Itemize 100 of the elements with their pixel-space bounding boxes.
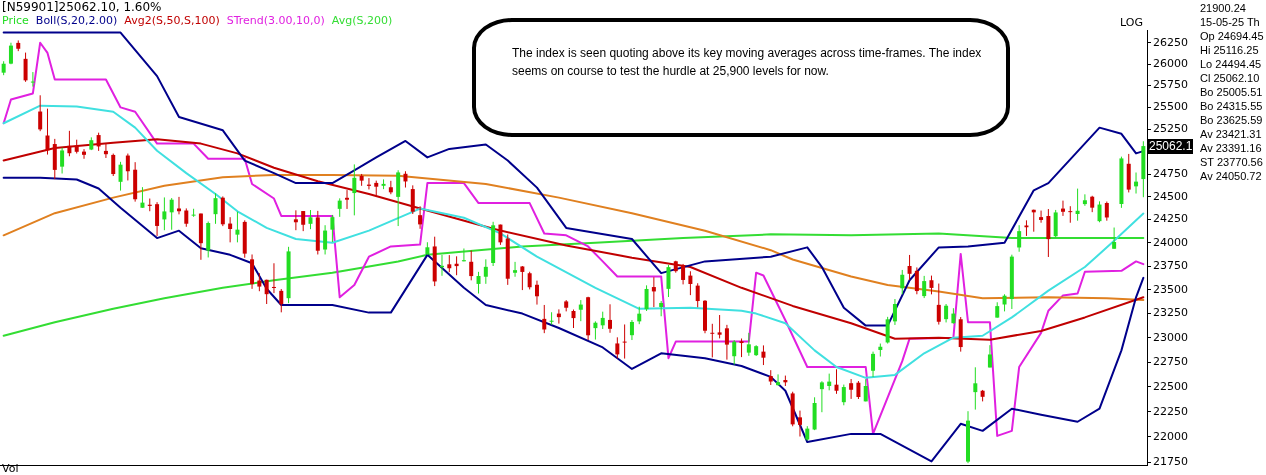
candlestick — [213, 192, 218, 225]
candlestick — [155, 201, 160, 237]
y-tick-label: 25250 — [1153, 122, 1188, 136]
candlestick — [483, 258, 488, 285]
text: Lo 24494.45 — [1200, 58, 1262, 71]
candlestick — [892, 298, 897, 326]
candlestick — [819, 380, 824, 413]
candlestick — [169, 197, 174, 231]
chart-title: [N59901]25062.10, 1.60% — [2, 0, 162, 14]
candlestick — [797, 410, 802, 438]
candlestick — [615, 336, 620, 359]
y-tick-label: 24000 — [1153, 235, 1188, 249]
text: Avg2(S,50,S,100) — [124, 14, 220, 27]
candlestick — [578, 299, 583, 322]
candlestick — [264, 279, 269, 305]
y-tick-label: 26000 — [1153, 56, 1188, 70]
candlestick — [834, 368, 839, 395]
candlestick — [469, 250, 474, 281]
candlestick — [549, 311, 554, 326]
candlestick — [1053, 209, 1058, 239]
candlestick — [571, 309, 576, 329]
candlestick — [60, 147, 65, 174]
candlestick — [593, 320, 598, 341]
candlestick — [308, 209, 313, 230]
text: 15-05-25 Th — [1200, 16, 1260, 29]
candlestick — [1060, 200, 1065, 217]
series-label: Price — [2, 14, 29, 27]
text: Bo 23625.59 — [1200, 114, 1263, 127]
y-tick-label: 21750 — [1153, 455, 1188, 469]
candlestick — [776, 373, 781, 386]
candlestick — [1082, 193, 1087, 207]
candlestick — [681, 263, 686, 285]
candlestick — [717, 314, 722, 339]
candlestick — [914, 266, 919, 295]
text: Bo 24315.55 — [1200, 100, 1263, 113]
text: Av 23421.31 — [1200, 128, 1262, 141]
y-tick-label: 26250 — [1153, 35, 1188, 49]
candlestick — [176, 196, 181, 215]
y-tick-label: 22500 — [1153, 379, 1188, 393]
candlestick — [1039, 210, 1044, 224]
text: Av 23391.16 — [1200, 142, 1262, 155]
candlestick — [849, 378, 854, 400]
candlestick — [622, 323, 627, 360]
candlestick — [644, 284, 649, 312]
candlestick — [944, 303, 949, 323]
candlestick — [900, 269, 905, 295]
candlestick — [293, 209, 298, 231]
y-tick-label: 24250 — [1153, 212, 1188, 226]
candlestick — [1068, 205, 1073, 224]
candlestick — [629, 319, 634, 341]
candlestick — [140, 186, 145, 209]
candlestick — [184, 207, 189, 228]
candlestick — [330, 214, 335, 243]
y-tick-label: 25750 — [1153, 78, 1188, 92]
candlestick — [732, 339, 737, 366]
y-tick-label: 22750 — [1153, 354, 1188, 368]
candlestick — [666, 264, 671, 298]
candlestick — [38, 94, 43, 132]
candlestick — [352, 163, 357, 216]
candlestick — [345, 189, 350, 210]
candlestick — [739, 337, 744, 358]
candlestick — [973, 366, 978, 411]
text: 25062.1 — [1148, 139, 1194, 154]
candlestick — [1046, 208, 1051, 258]
candlestick — [125, 153, 130, 181]
candlestick — [271, 262, 276, 294]
candlestick — [1017, 224, 1022, 253]
y-tick-label: 24500 — [1153, 189, 1188, 203]
text: 21900.24 — [1200, 2, 1246, 15]
candlestick — [162, 196, 167, 231]
candlestick — [885, 316, 890, 345]
candlestick — [228, 216, 233, 243]
candlestick — [724, 324, 729, 361]
y-tick-label: 24750 — [1153, 166, 1188, 180]
candlestick — [337, 197, 342, 218]
candlestick — [841, 384, 846, 406]
text: Op 24694.45 — [1200, 30, 1264, 43]
candlestick — [476, 271, 481, 295]
candlestick — [534, 280, 539, 306]
candlestick — [688, 270, 693, 296]
candlestick — [746, 332, 751, 357]
candlestick — [651, 276, 656, 308]
text: Cl 25062.10 — [1200, 72, 1260, 85]
candlestick — [235, 211, 240, 243]
candlestick — [118, 161, 123, 192]
candlestick — [23, 52, 28, 83]
y-tick-label: 23000 — [1153, 330, 1188, 344]
callout-box: The index is seen quoting above its key moving averages across time-frames. The index seems on course to test the hurdle at 25,900 levels for now. — [472, 18, 1010, 137]
candlestick — [929, 275, 934, 295]
candlestick — [695, 282, 700, 308]
text: Bo 25005.51 — [1200, 86, 1263, 99]
text: Avg(S,200) — [331, 14, 393, 27]
text: LOG — [1120, 16, 1143, 29]
candlestick — [30, 71, 35, 88]
candlestick — [257, 272, 262, 292]
text: Hi 25116.25 — [1200, 44, 1259, 57]
candlestick — [418, 205, 423, 230]
candlestick — [608, 303, 613, 334]
y-tick-label: 23500 — [1153, 282, 1188, 296]
candlestick — [323, 224, 328, 255]
